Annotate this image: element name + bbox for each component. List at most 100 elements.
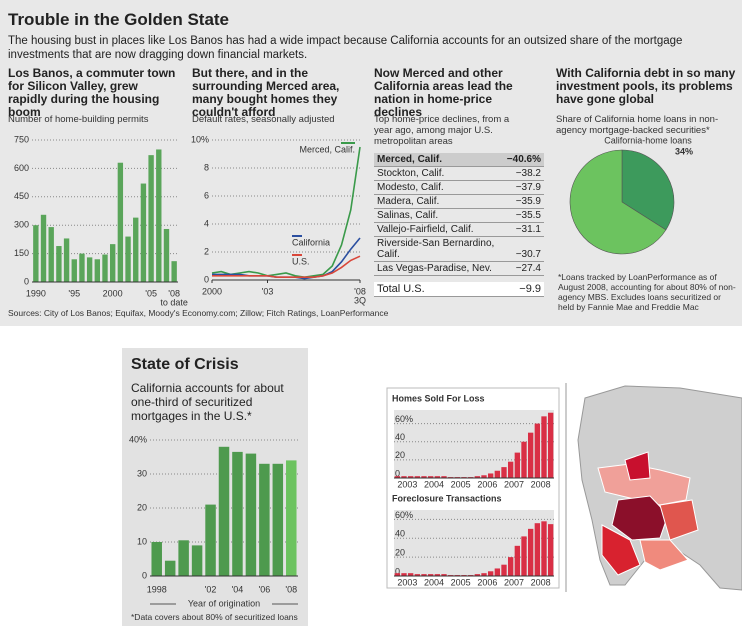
y-tick-label: 60% <box>395 414 413 424</box>
x-tick-label: 2008 <box>531 577 551 587</box>
y-tick-label: 20 <box>137 502 147 512</box>
x-tick-label: 2007 <box>504 577 524 587</box>
bar <box>421 574 427 576</box>
bar <box>164 560 176 576</box>
x-tick-label: '03 <box>262 286 274 296</box>
bar <box>245 453 257 576</box>
bar <box>414 476 420 478</box>
table-cell: Vallejo-Fairfield, Calif. <box>374 222 504 237</box>
table-row: Las Vegas-Paradise, Nev. −27.4 <box>374 261 544 276</box>
x-tick-label: 2005 <box>451 479 471 489</box>
decline-table: Merced, Calif. −40.6% Stockton, Calif. −38.… <box>374 153 544 297</box>
bar <box>494 470 500 478</box>
table-row: Vallejo-Fairfield, Calif. −31.1 <box>374 222 544 237</box>
table-cell: Merced, Calif. <box>374 153 504 167</box>
table-cell: Total U.S. <box>374 281 504 297</box>
slice-label: California-home loans <box>604 135 692 145</box>
y-tick-label: 450 <box>14 191 29 201</box>
bar <box>548 412 554 478</box>
bar <box>401 573 407 576</box>
series-line <box>211 146 361 279</box>
slice-value-label: 34% <box>675 146 693 156</box>
table-row: Salinas, Calif. −35.5 <box>374 208 544 223</box>
y-tick-label: 0 <box>24 276 29 286</box>
y-tick-label: 0 <box>204 274 209 284</box>
legend-label: Merced, Calif. <box>299 144 355 154</box>
subtitle: The housing bust in places like Los Bano… <box>8 35 683 61</box>
table-cell: −40.6% <box>503 153 544 167</box>
table-row: Merced, Calif. −40.6% <box>374 153 544 167</box>
table-row: Madera, Calif. −35.9 <box>374 194 544 209</box>
bar <box>541 416 547 478</box>
bar <box>94 259 101 282</box>
table-title: Now Merced and other California areas le… <box>374 66 513 119</box>
y-tick-label: 750 <box>14 134 29 144</box>
y-tick-label: 150 <box>14 248 29 258</box>
bar <box>71 259 77 282</box>
bar <box>218 446 230 576</box>
x-tick-label: '04 <box>232 584 244 594</box>
map <box>565 383 742 592</box>
bar <box>125 236 131 282</box>
x-tick-label: '02 <box>205 584 217 594</box>
bar <box>40 214 47 282</box>
bar <box>259 463 270 576</box>
x-tick-label: 2005 <box>451 577 471 587</box>
y-tick-label: 40 <box>395 529 405 539</box>
table-cell: Las Vegas-Paradise, Nev. <box>374 261 504 276</box>
x-tick-label: '06 <box>258 584 270 594</box>
chart-title: State of Crisis <box>131 356 239 373</box>
legend-label: U.S. <box>292 256 310 266</box>
bar <box>428 574 434 576</box>
chart-subtitle: Number of home-building permits <box>8 114 149 125</box>
bar <box>474 574 480 576</box>
table-subtitle: Top home-price declines, from a year ago… <box>374 114 510 147</box>
x-tick-label: '08 <box>354 286 366 296</box>
bar <box>534 423 540 478</box>
y-tick-label: 300 <box>14 220 29 230</box>
x-tick-label: 2000 <box>202 286 222 296</box>
pie-note: *Loans tracked by LoanPerformance as of … <box>558 272 736 312</box>
chart-note: *Data covers about 80% of securitized lo… <box>131 612 298 622</box>
x-tick-label: 2007 <box>504 479 524 489</box>
bar <box>528 432 534 478</box>
bar <box>191 545 203 576</box>
bar <box>140 183 147 282</box>
y-tick-label: 0 <box>142 570 147 580</box>
y-tick-label: 60% <box>395 510 413 520</box>
table-cell: Riverside-San Bernardino, Calif. <box>374 236 504 262</box>
bar <box>408 573 414 576</box>
y-tick-label: 40% <box>129 434 147 444</box>
bar <box>48 227 54 282</box>
table-row: Modesto, Calif. −37.9 <box>374 180 544 195</box>
table-cell: −37.9 <box>503 180 544 195</box>
bar <box>401 476 407 478</box>
bar <box>514 452 520 478</box>
bar <box>117 162 124 282</box>
table-cell: −35.5 <box>503 208 544 223</box>
bar <box>428 476 434 478</box>
bar <box>514 545 520 576</box>
legend-label: California <box>292 237 330 247</box>
x-tick-label: 1990 <box>26 288 46 298</box>
table-cell: Salinas, Calif. <box>374 208 504 223</box>
bar <box>521 536 527 576</box>
table-cell: −9.9 <box>503 281 544 297</box>
x-tick-label: '95 <box>68 288 80 298</box>
x-tick-label: 2006 <box>477 577 497 587</box>
series-line <box>212 255 361 278</box>
table-cell: −31.1 <box>503 222 544 237</box>
bar <box>414 574 420 576</box>
table-row: Total U.S. −9.9 <box>374 281 544 297</box>
bar <box>133 217 139 282</box>
bar <box>441 574 447 576</box>
bar <box>521 441 527 478</box>
map-region <box>611 495 669 541</box>
bar <box>541 521 547 576</box>
chart-title: Los Banos, a commuter town for Silicon V… <box>8 66 176 119</box>
bar <box>408 476 414 478</box>
y-tick-label: 8 <box>204 162 209 172</box>
bar <box>109 244 116 282</box>
